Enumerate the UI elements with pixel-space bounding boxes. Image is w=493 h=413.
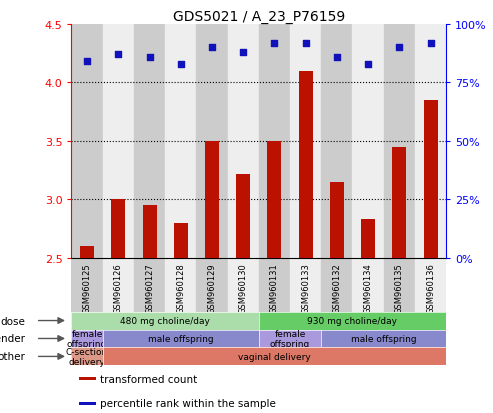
Bar [330, 182, 344, 258]
Bar [196, 25, 228, 258]
Text: dose: dose [0, 316, 25, 326]
Text: male offspring: male offspring [148, 334, 213, 343]
Text: other: other [0, 351, 25, 361]
Bar [299, 71, 313, 258]
Text: female
offspring: female offspring [270, 329, 310, 348]
Bar [384, 258, 415, 312]
Point [426, 40, 434, 47]
Text: GSM960131: GSM960131 [270, 262, 279, 313]
Point [364, 61, 372, 68]
Text: GSM960125: GSM960125 [83, 262, 92, 313]
Point [302, 40, 310, 47]
Bar [352, 25, 384, 258]
Point [114, 52, 122, 58]
Bar [259, 258, 290, 312]
Text: C-section
delivery: C-section delivery [66, 347, 108, 366]
Text: vaginal delivery: vaginal delivery [238, 352, 311, 361]
Point [177, 61, 185, 68]
Bar [111, 200, 125, 258]
Bar [79, 402, 96, 405]
Bar [423, 101, 438, 258]
Point [395, 45, 403, 52]
Bar [228, 25, 259, 258]
Text: 480 mg choline/day: 480 mg choline/day [120, 316, 210, 325]
Bar [103, 258, 134, 312]
Bar [415, 258, 446, 312]
Bar [321, 258, 352, 312]
Point [145, 54, 153, 61]
Bar [71, 25, 103, 258]
Point [83, 59, 91, 65]
Bar [79, 377, 96, 380]
Bar [103, 25, 134, 258]
Text: male offspring: male offspring [351, 334, 417, 343]
Bar [174, 223, 188, 258]
Bar [142, 206, 157, 258]
Point [239, 50, 247, 56]
Text: GSM960129: GSM960129 [208, 262, 216, 313]
Text: transformed count: transformed count [100, 374, 197, 384]
Text: 930 mg choline/day: 930 mg choline/day [308, 316, 397, 325]
Bar [392, 147, 406, 258]
Text: GSM960134: GSM960134 [364, 262, 373, 313]
Bar [196, 258, 228, 312]
Bar [134, 25, 165, 258]
Bar [415, 25, 446, 258]
Text: GSM960136: GSM960136 [426, 262, 435, 313]
Point [333, 54, 341, 61]
Text: GSM960135: GSM960135 [395, 262, 404, 313]
Bar [165, 25, 196, 258]
Text: percentile rank within the sample: percentile rank within the sample [100, 399, 276, 408]
Title: GDS5021 / A_23_P76159: GDS5021 / A_23_P76159 [173, 10, 345, 24]
Bar [352, 258, 384, 312]
Bar [165, 258, 196, 312]
Bar [71, 258, 103, 312]
Text: gender: gender [0, 334, 25, 344]
Text: female
offspring: female offspring [67, 329, 107, 348]
Text: GSM960130: GSM960130 [239, 262, 247, 313]
Point [208, 45, 216, 52]
Bar [205, 142, 219, 258]
Bar [259, 25, 290, 258]
Bar [267, 142, 282, 258]
Bar [236, 174, 250, 258]
Bar [290, 25, 321, 258]
Text: GSM960126: GSM960126 [114, 262, 123, 313]
Text: GSM960132: GSM960132 [332, 262, 341, 313]
Bar [80, 247, 94, 258]
Text: GSM960128: GSM960128 [176, 262, 185, 313]
Text: GSM960133: GSM960133 [301, 262, 310, 313]
Bar [290, 258, 321, 312]
Text: GSM960127: GSM960127 [145, 262, 154, 313]
Bar [228, 258, 259, 312]
Bar [361, 220, 375, 258]
Bar [134, 258, 165, 312]
Bar [384, 25, 415, 258]
Point [271, 40, 279, 47]
Bar [321, 25, 352, 258]
